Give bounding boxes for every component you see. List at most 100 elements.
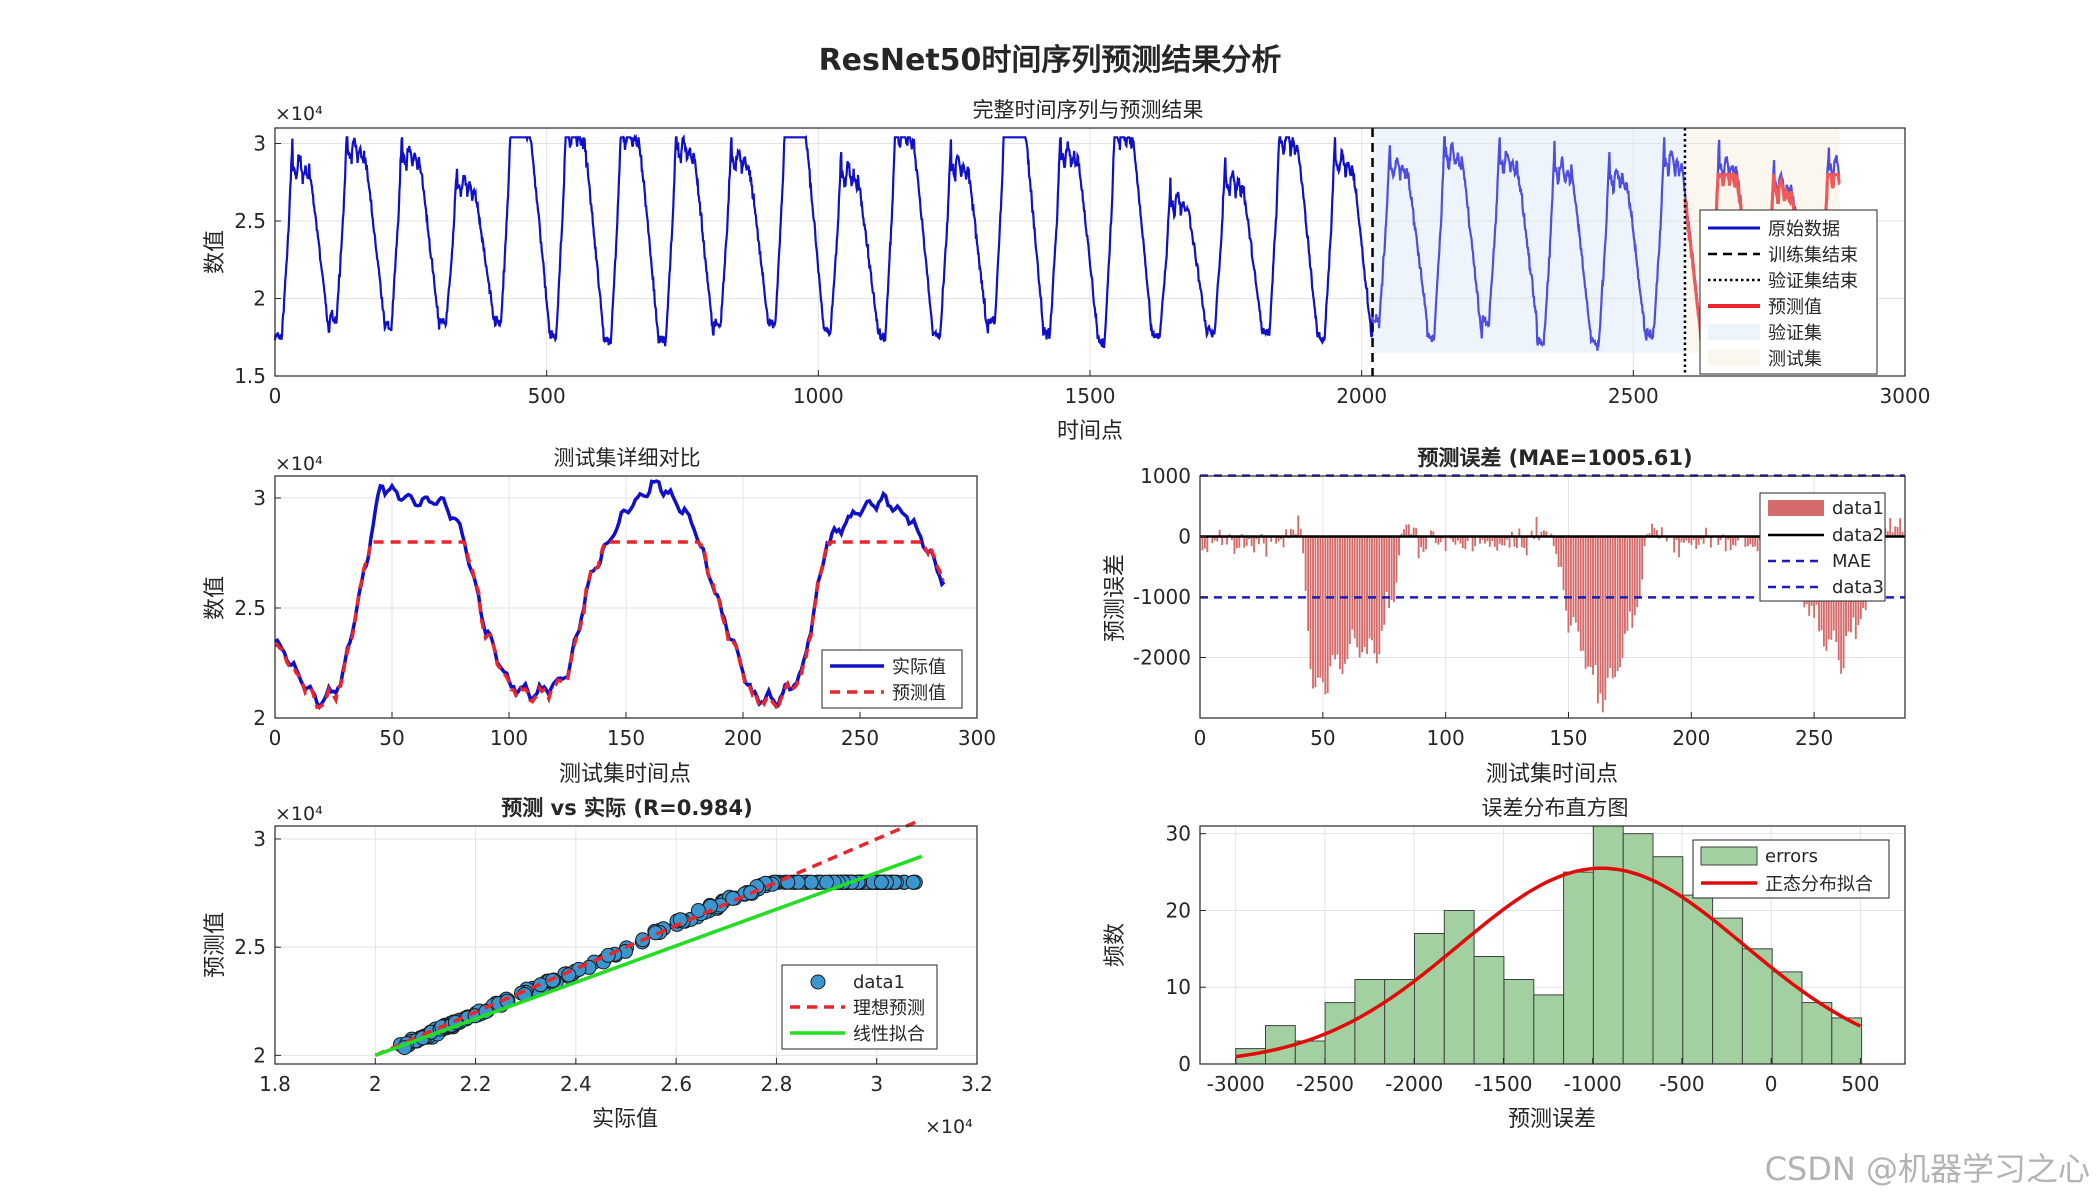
panel-full-series: 完整时间序列与预测结果 0 500 1000 1500 2000 2500 3000 1.5 2… xyxy=(203,98,1930,444)
p1-xtick-label: 0 xyxy=(269,726,282,750)
error-bar xyxy=(1511,531,1513,537)
error-bar xyxy=(1614,536,1617,677)
error-bar xyxy=(1329,536,1332,667)
error-bar xyxy=(1503,536,1506,546)
error-bar xyxy=(1619,536,1621,668)
error-bar xyxy=(1204,536,1206,549)
error-bar xyxy=(1641,536,1644,580)
p3-xtick-label: 2.4 xyxy=(560,1072,592,1096)
error-bar xyxy=(1648,533,1651,537)
p2-ytick-label: 1000 xyxy=(1140,464,1191,488)
error-bar xyxy=(1498,536,1501,544)
error-bar xyxy=(1496,536,1499,551)
error-bar xyxy=(1896,527,1899,537)
hist-bar xyxy=(1652,856,1684,1065)
scatter-title: 预测 vs 实际 (R=0.984) xyxy=(501,796,753,820)
full-legend-3: 预测值 xyxy=(1768,297,1822,318)
hist-bar xyxy=(1265,1025,1296,1065)
error-bar xyxy=(1535,517,1538,537)
error-bar xyxy=(1380,536,1383,631)
p4-ytick-label: 30 xyxy=(1166,822,1191,846)
hist-bar xyxy=(1801,1002,1833,1065)
normal-fit-curve xyxy=(1235,866,1862,1059)
scatter-y-exponent: ×10⁴ xyxy=(275,803,323,825)
scatter-point xyxy=(690,903,706,918)
p3-xtick-label: 2.6 xyxy=(660,1072,692,1096)
error-bar xyxy=(1653,527,1656,537)
error-bar xyxy=(1206,536,1209,553)
scatter-legend-1: 理想预测 xyxy=(853,998,925,1019)
error-bar xyxy=(1432,531,1435,537)
error-bar xyxy=(1579,536,1582,651)
panel-scatter: 预测 vs 实际 (R=0.984) 1.8 2 2.2 2.4 2.6 2.8 3 3.2 2… xyxy=(203,796,993,1138)
error-bar xyxy=(1589,536,1592,667)
error-legend: data1 data2 MAE data3 xyxy=(1759,492,1886,602)
scatter-legend: data1 理想预测 线性拟合 xyxy=(781,964,938,1050)
panel-histogram: 误差分布直方图 -3000 -2500 -2000 -1500 -1000 -500 0 50… xyxy=(1103,796,1906,1132)
p1-xtick-label: 250 xyxy=(841,726,879,750)
scatter-point xyxy=(803,874,819,890)
error-bar xyxy=(1700,536,1703,540)
error-bar xyxy=(1245,536,1248,546)
error-bar xyxy=(1393,536,1395,603)
error-bar xyxy=(1457,536,1459,541)
full-exponent: ×10⁴ xyxy=(275,103,323,125)
p3-xtick-label: 2 xyxy=(369,1072,382,1096)
error-bar xyxy=(1430,530,1432,537)
hist-plot-frame xyxy=(1199,825,1906,1065)
error-bar xyxy=(1216,536,1219,542)
hist-bar xyxy=(1592,825,1624,1065)
error-bar xyxy=(1518,528,1521,537)
p3-xtick-label: 2.2 xyxy=(460,1072,492,1096)
error-bar xyxy=(1540,531,1543,537)
p1-ytick-label: 2 xyxy=(253,706,266,730)
error-bar xyxy=(1734,536,1737,546)
error-bar xyxy=(1385,536,1388,592)
p2-xtick-label: 150 xyxy=(1549,726,1587,750)
p4-ytick-label: 10 xyxy=(1166,975,1191,999)
test-xlabel: 测试集时间点 xyxy=(559,762,691,787)
error-bar xyxy=(1361,536,1364,653)
p4-ytick-label: 0 xyxy=(1178,1052,1191,1076)
scatter-x-exponent: ×10⁴ xyxy=(925,1116,973,1138)
error-bar xyxy=(1319,536,1322,678)
error-bar xyxy=(1732,536,1734,545)
hist-legend-1: 正态分布拟合 xyxy=(1765,874,1873,895)
error-bar xyxy=(1395,536,1398,583)
error-title: 预测误差 (MAE=1005.61) xyxy=(1417,446,1692,470)
p4-xtick-label: -2000 xyxy=(1385,1072,1443,1096)
test-ylabel: 数值 xyxy=(203,576,228,620)
error-bar xyxy=(1235,536,1238,548)
p3-ytick-label: 2 xyxy=(253,1043,266,1067)
p2-xtick-label: 0 xyxy=(1194,726,1207,750)
error-bar xyxy=(1673,536,1676,553)
full-xlabel: 时间点 xyxy=(1057,419,1123,444)
error-bar xyxy=(1751,536,1754,547)
error-bar xyxy=(1582,536,1585,651)
error-bar xyxy=(1275,536,1278,544)
hist-legend-0: errors xyxy=(1765,846,1818,867)
p0-xtick-label: 1500 xyxy=(1065,384,1116,408)
error-bar xyxy=(1584,536,1587,669)
error-bar xyxy=(1631,536,1634,628)
error-bar xyxy=(1678,536,1680,558)
train-series xyxy=(273,133,1374,348)
error-bar xyxy=(1508,536,1511,548)
error-bar xyxy=(1366,536,1368,655)
hist-title: 误差分布直方图 xyxy=(1482,796,1629,820)
hist-bar xyxy=(1503,979,1535,1065)
error-bar xyxy=(1415,528,1418,537)
error-bar xyxy=(1444,536,1447,551)
test-exponent: ×10⁴ xyxy=(275,453,323,475)
error-bar xyxy=(1643,536,1646,547)
error-bar xyxy=(1270,536,1273,542)
error-bar xyxy=(1211,536,1214,544)
error-bar xyxy=(1901,531,1904,537)
error-bar xyxy=(1891,532,1894,537)
error-bar xyxy=(1262,536,1265,544)
error-bar xyxy=(1265,536,1268,557)
error-bar xyxy=(1388,536,1391,609)
p1-xtick-label: 50 xyxy=(379,726,404,750)
scatter-ylabel: 预测值 xyxy=(203,912,228,978)
error-bar xyxy=(1692,536,1695,541)
